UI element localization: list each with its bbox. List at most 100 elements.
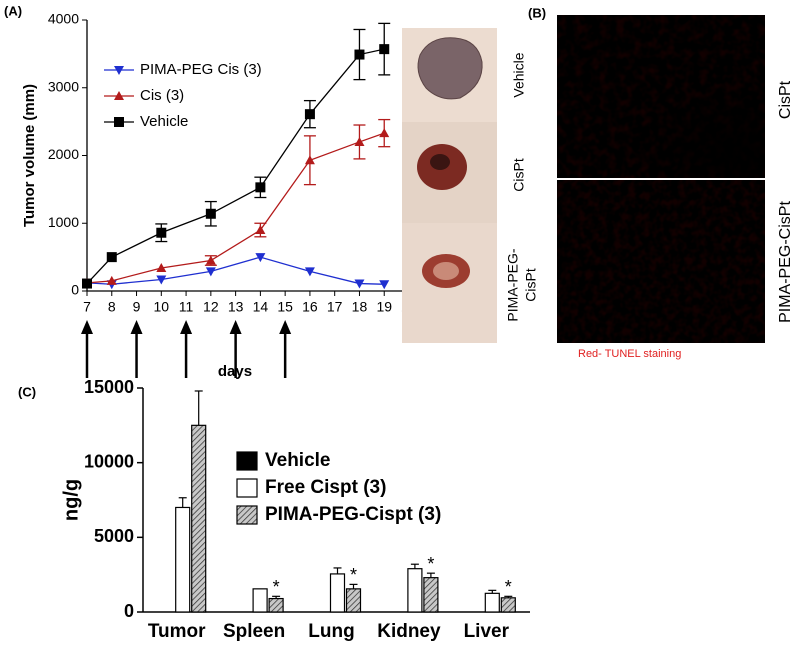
y-tick-label: 0 [71,282,79,298]
x-tick-label: 16 [302,299,318,315]
marker [156,227,167,238]
x-tick-label: 8 [108,299,116,315]
bar [500,597,516,613]
photo-label: PIMA-PEG- [505,248,521,321]
x-tick-label: 18 [352,299,368,315]
panel-label: (C) [18,384,36,399]
marker [106,252,117,263]
marker [114,66,124,75]
dose-arrow [180,320,193,378]
marker [205,267,216,277]
series-line [86,132,385,284]
series-line [86,48,385,284]
bar [345,588,362,613]
marker [379,44,390,55]
x-tick-label: Lung [308,621,354,642]
marker [354,136,365,146]
arrow-head [229,320,242,334]
x-tick-label: Spleen [223,621,285,642]
marker [354,279,365,289]
caption: Red- TUNEL staining [578,348,681,360]
marker [255,225,266,235]
y-axis-label: ng/g [60,479,82,521]
legend-label: PIMA-PEG-Cispt (3) [265,504,441,525]
photo-label: CisPt [523,268,539,302]
error-bar [194,390,203,426]
x-tick-label: 7 [83,299,91,315]
tunel-images [557,15,765,343]
legend-label: Free Cispt (3) [265,477,386,498]
x-tick-label: 11 [179,299,194,315]
legend-label: PIMA-PEG Cis (3) [140,61,262,78]
significance-mark: * [505,577,512,597]
legend-swatch [236,451,258,471]
error-bar [178,497,187,508]
x-tick-label: 13 [228,299,244,315]
marker [205,255,216,265]
image-label: CisPt [777,80,794,119]
panel-label: (B) [528,5,546,20]
marker [82,278,92,289]
y-tick-label: 2000 [48,146,79,162]
marker [205,208,216,219]
marker [114,91,124,100]
marker [304,109,315,120]
marker [156,262,167,272]
marker [114,117,124,127]
y-tick-label: 10000 [84,451,134,471]
bar [191,424,207,613]
x-tick-label: Kidney [377,621,441,642]
arrow-head [130,320,143,334]
bar [407,568,423,613]
y-tick-label: 15000 [84,377,134,397]
bar [329,573,346,613]
bar [423,577,439,613]
y-tick-label: 4000 [48,11,79,27]
legend-label: Vehicle [140,113,188,130]
x-tick-label: Tumor [148,621,206,642]
marker [304,267,315,277]
significance-mark: * [427,554,434,574]
arrow-head [180,320,193,334]
x-tick-label: 15 [277,299,293,315]
photo-label: Vehicle [511,52,527,97]
marker [255,182,266,193]
x-tick-label: 10 [154,299,170,315]
x-tick-label: 17 [327,299,343,315]
marker [304,155,315,165]
x-tick-label: Liver [464,621,510,642]
marker [156,275,167,285]
marker [255,253,266,263]
dose-arrow [279,320,292,378]
series-line [86,256,385,285]
bar [484,592,500,613]
error-bar [272,595,281,599]
marker [379,280,390,290]
x-tick-label: 19 [376,299,392,315]
marker [379,128,390,138]
dose-arrow [81,320,93,378]
y-tick-label: 1000 [48,214,79,230]
legend-label: Cis (3) [140,87,184,104]
marker [354,49,365,60]
legend-swatch [236,478,258,498]
legend-swatch [236,505,258,525]
arrow-head [279,320,292,334]
marker [106,275,117,285]
dose-arrow [229,320,242,378]
x-tick-label: 12 [203,299,219,315]
y-axis-label: Tumor volume (mm) [21,84,38,227]
photo-label: CisPt [511,158,527,192]
panel-label: (A) [4,3,22,18]
y-tick-label: 0 [124,601,134,621]
y-tick-label: 3000 [48,78,79,94]
dose-arrow [130,320,143,378]
y-tick-label: 5000 [94,526,134,546]
significance-mark: * [273,577,280,597]
bar [175,506,191,613]
tumor-photos [402,28,497,343]
error-bar [410,563,419,569]
legend-label: Vehicle [265,450,331,471]
x-tick-label: 14 [253,299,269,315]
